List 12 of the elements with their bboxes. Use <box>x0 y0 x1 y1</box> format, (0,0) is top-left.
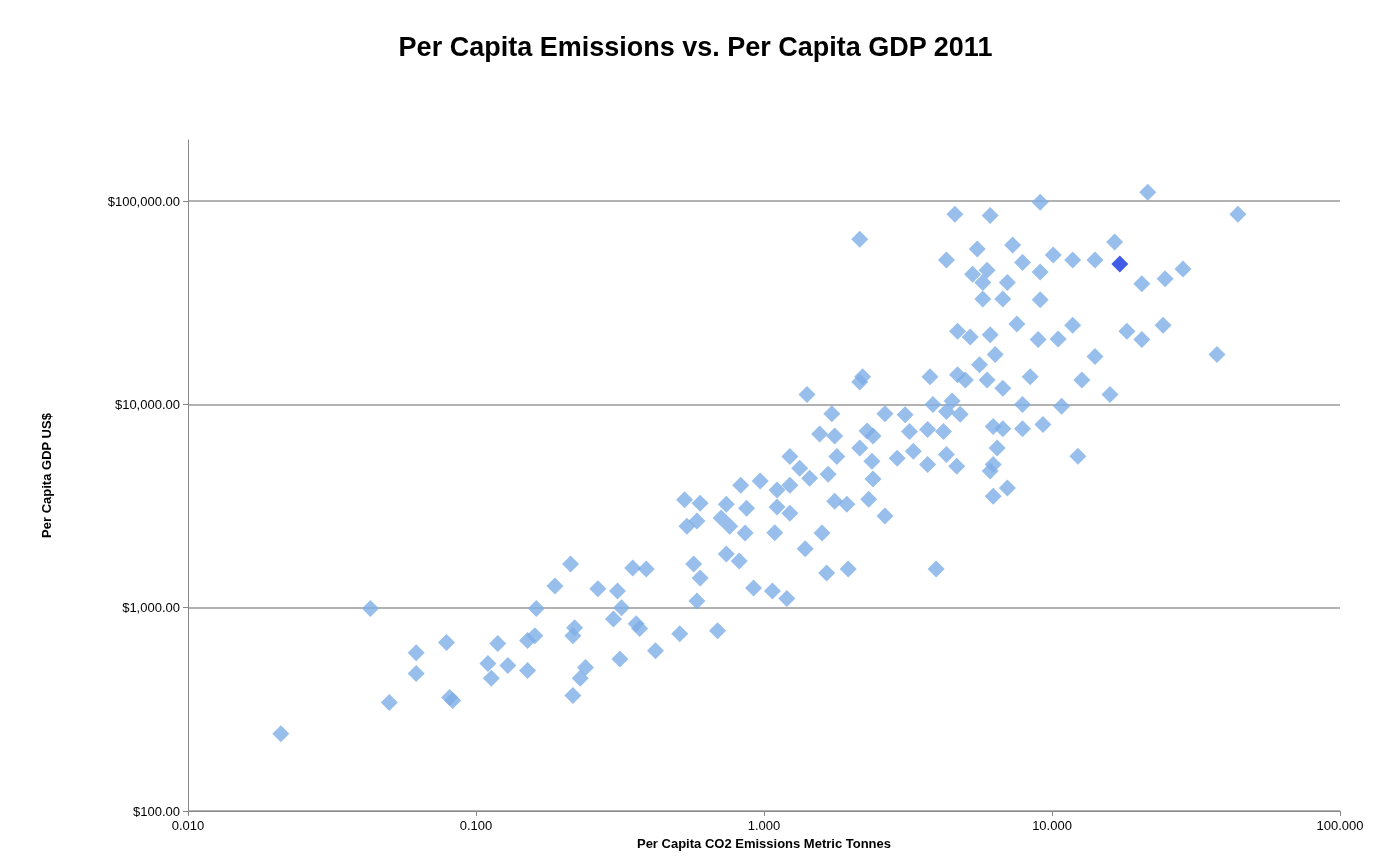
x-tick-label: 1.000 <box>747 818 781 833</box>
x-axis-title: Per Capita CO2 Emissions Metric Tonnes <box>636 835 892 851</box>
y-tick-label: $100,000.00 <box>107 193 180 209</box>
x-tick-label: 10.000 <box>1032 818 1072 833</box>
chart-title: Per Capita Emissions vs. Per Capita GDP 2011 <box>398 31 993 62</box>
y-tick-label: $100.00 <box>133 803 180 819</box>
x-tick-label: 0.100 <box>459 818 493 833</box>
x-tick-label: 100.000 <box>1316 818 1364 833</box>
y-tick-label: $10,000.00 <box>114 396 180 412</box>
y-tick-label: $1,000.00 <box>122 600 180 616</box>
x-tick-label: 0.010 <box>171 818 205 833</box>
y-axis-title: Per Capita GDP US$ <box>39 412 54 538</box>
